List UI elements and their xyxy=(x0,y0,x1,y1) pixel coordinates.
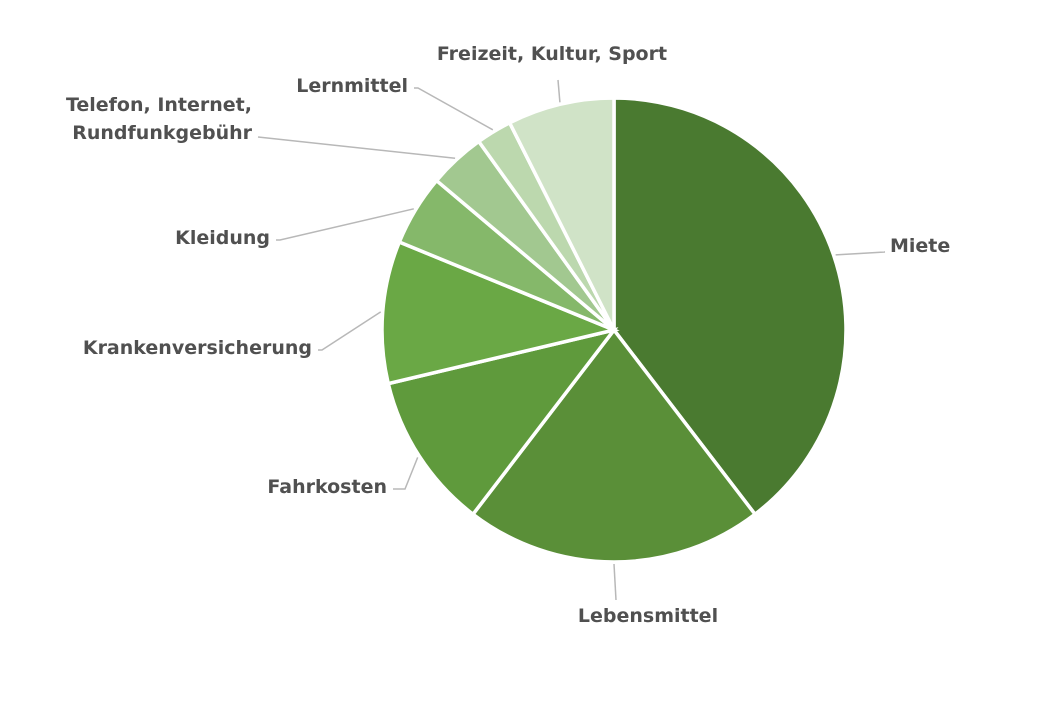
label-fahrkosten: Fahrkosten xyxy=(267,476,387,498)
leader-line-telefon-internet-rundfunkgebühr xyxy=(257,136,456,159)
slice-krankenversicherung xyxy=(380,239,620,386)
label-line: Krankenversicherung xyxy=(83,337,312,359)
leader-line-freizeit-kultur-sport xyxy=(557,79,561,103)
label-line: Lebensmittel xyxy=(578,605,718,627)
slice-freizeit-kultur-sport xyxy=(507,96,616,331)
label-lernmittel: Lernmittel xyxy=(296,75,408,97)
label-line: Fahrkosten xyxy=(267,476,387,498)
label-kleidung: Kleidung xyxy=(175,227,270,249)
label-lebensmittel: Lebensmittel xyxy=(578,605,718,627)
slice-fahrkosten xyxy=(386,327,619,517)
leader-line-krankenversicherung xyxy=(318,311,382,351)
label-krankenversicherung: Krankenversicherung xyxy=(83,337,312,359)
slice-lebensmittel xyxy=(470,327,758,564)
label-line: Freizeit, Kultur, Sport xyxy=(437,43,667,65)
label-line: Telefon, Internet, xyxy=(66,94,252,116)
leader-line-kleidung xyxy=(276,208,414,241)
label-miete: Miete xyxy=(890,235,950,257)
leader-line-miete xyxy=(835,251,886,256)
slice-miete xyxy=(612,96,848,517)
label-freizeit-kultur-sport: Freizeit, Kultur, Sport xyxy=(437,43,667,65)
label-line: Miete xyxy=(890,235,950,257)
label-line: Lernmittel xyxy=(296,75,408,97)
label-telefon-internet-rundfunkgebühr: Telefon, Internet, Rundfunkgebühr xyxy=(66,94,253,144)
leader-line-lebensmittel xyxy=(613,563,617,601)
label-line: Rundfunkgebühr xyxy=(72,122,252,144)
label-line: Kleidung xyxy=(175,227,270,249)
leader-line-lernmittel xyxy=(414,87,494,131)
leader-line-fahrkosten xyxy=(393,457,419,490)
